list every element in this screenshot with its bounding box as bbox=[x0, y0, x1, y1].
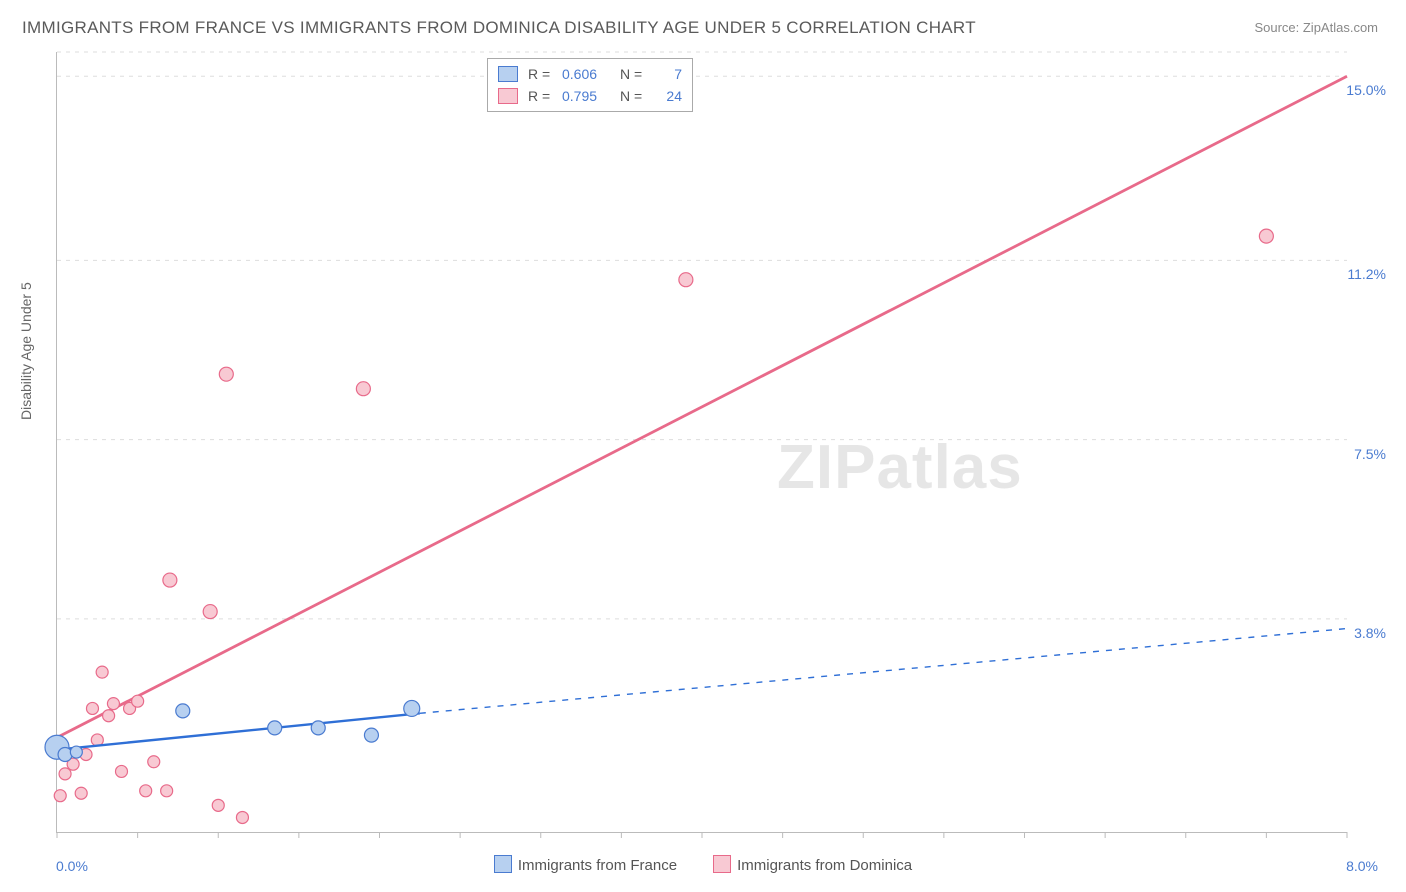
r-value: 0.795 bbox=[562, 85, 614, 107]
legend-swatch bbox=[498, 88, 518, 104]
correlation-legend: R = 0.606 N = 7 R = 0.795 N = 24 bbox=[487, 58, 693, 112]
y-axis-label: Disability Age Under 5 bbox=[18, 282, 34, 420]
watermark: ZIPatlas bbox=[777, 432, 1023, 503]
data-point-dominica bbox=[75, 787, 87, 799]
legend-swatch bbox=[498, 66, 518, 82]
data-point-dominica bbox=[163, 573, 177, 587]
n-value: 7 bbox=[654, 63, 682, 85]
data-point-dominica bbox=[1259, 229, 1273, 243]
data-point-dominica bbox=[219, 367, 233, 381]
data-point-dominica bbox=[148, 756, 160, 768]
data-point-dominica bbox=[107, 698, 119, 710]
data-point-dominica bbox=[356, 382, 370, 396]
legend-swatch bbox=[494, 855, 512, 873]
data-point-france bbox=[404, 700, 420, 716]
chart-title: IMMIGRANTS FROM FRANCE VS IMMIGRANTS FRO… bbox=[22, 18, 976, 38]
r-label: R = bbox=[528, 63, 556, 85]
data-point-dominica bbox=[86, 702, 98, 714]
correlation-legend-row: R = 0.606 N = 7 bbox=[498, 63, 682, 85]
y-axis-right-tick-label: 3.8% bbox=[1354, 625, 1386, 641]
legend-label: Immigrants from France bbox=[518, 857, 677, 874]
data-point-dominica bbox=[212, 799, 224, 811]
r-label: R = bbox=[528, 85, 556, 107]
data-point-dominica bbox=[679, 273, 693, 287]
data-point-france bbox=[311, 721, 325, 735]
data-point-dominica bbox=[161, 785, 173, 797]
y-axis-right-tick-label: 11.2% bbox=[1347, 266, 1386, 282]
trend-line-dominica bbox=[57, 76, 1347, 737]
data-point-dominica bbox=[236, 811, 248, 823]
data-point-france bbox=[268, 721, 282, 735]
y-axis-right-tick-label: 7.5% bbox=[1354, 446, 1386, 462]
data-point-dominica bbox=[54, 790, 66, 802]
y-axis-right-tick-label: 15.0% bbox=[1346, 82, 1386, 98]
data-point-dominica bbox=[103, 710, 115, 722]
plot-svg bbox=[57, 52, 1347, 832]
n-label: N = bbox=[620, 85, 648, 107]
plot-region: ZIPatlas R = 0.606 N = 7 R = 0.795 N = 24 bbox=[56, 52, 1347, 833]
source-attribution: Source: ZipAtlas.com bbox=[1254, 20, 1378, 35]
legend-label: Immigrants from Dominica bbox=[737, 857, 912, 874]
n-label: N = bbox=[620, 63, 648, 85]
data-point-dominica bbox=[116, 765, 128, 777]
data-point-dominica bbox=[59, 768, 71, 780]
r-value: 0.606 bbox=[562, 63, 614, 85]
data-point-france bbox=[176, 704, 190, 718]
legend-item: Immigrants from France bbox=[494, 857, 677, 874]
n-value: 24 bbox=[654, 85, 682, 107]
chart-area: ZIPatlas R = 0.606 N = 7 R = 0.795 N = 24 bbox=[56, 52, 1346, 832]
data-point-dominica bbox=[96, 666, 108, 678]
trend-line-france-dashed bbox=[420, 629, 1347, 714]
data-point-france bbox=[58, 747, 72, 761]
data-point-france bbox=[364, 728, 378, 742]
legend-item: Immigrants from Dominica bbox=[713, 857, 912, 874]
data-point-dominica bbox=[140, 785, 152, 797]
data-point-france bbox=[70, 746, 82, 758]
series-legend: Immigrants from France Immigrants from Do… bbox=[0, 855, 1406, 874]
data-point-dominica bbox=[132, 695, 144, 707]
correlation-legend-row: R = 0.795 N = 24 bbox=[498, 85, 682, 107]
data-point-dominica bbox=[203, 605, 217, 619]
legend-swatch bbox=[713, 855, 731, 873]
